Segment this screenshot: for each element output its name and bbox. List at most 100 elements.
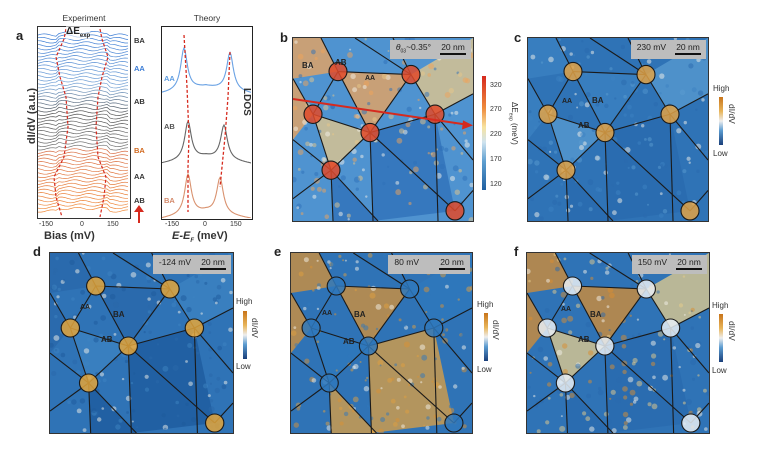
texture-speckle	[454, 110, 459, 115]
texture-speckle	[314, 56, 318, 61]
texture-speckle	[667, 337, 672, 341]
texture-speckle	[383, 303, 390, 309]
texture-speckle	[423, 184, 428, 190]
domain-wall	[369, 74, 412, 133]
texture-speckle	[549, 279, 553, 284]
exp-xlabel: Bias (mV)	[44, 230, 95, 242]
cb-low: Low	[477, 365, 492, 374]
aa-node	[360, 122, 380, 143]
texture-speckle	[420, 373, 426, 379]
texture-speckle	[656, 290, 660, 294]
texture-speckle	[426, 294, 431, 299]
texture-speckle	[425, 404, 431, 410]
texture-speckle	[575, 303, 581, 308]
texture-speckle	[581, 40, 584, 43]
texture-speckle	[67, 400, 71, 405]
stack-label: AB	[134, 97, 145, 106]
spectrum-curve	[38, 196, 129, 203]
aa-node	[660, 318, 681, 338]
domain-wall	[353, 253, 410, 290]
texture-speckle	[143, 331, 146, 334]
texture-speckle	[692, 377, 696, 381]
domain-wall	[434, 114, 439, 221]
texture-speckle	[312, 289, 315, 292]
texture-speckle	[180, 295, 187, 302]
aa-node	[160, 279, 180, 299]
texture-speckle	[316, 259, 319, 262]
texture-speckle	[649, 142, 654, 147]
texture-speckle	[536, 429, 541, 433]
texture-speckle	[54, 314, 58, 319]
texture-speckle	[296, 406, 301, 411]
texture-speckle	[680, 219, 683, 221]
domain-region	[291, 253, 337, 293]
texture-speckle	[207, 322, 212, 326]
spectrum-curve	[38, 134, 129, 141]
texture-speckle	[623, 113, 627, 117]
texture-speckle	[366, 376, 369, 380]
spectrum-curve	[38, 203, 129, 210]
texture-speckle	[360, 323, 366, 328]
spectrum-curve	[38, 113, 129, 120]
domain-region	[128, 328, 215, 433]
panel-label-b: b	[280, 30, 288, 45]
domain-region	[572, 286, 647, 346]
aa-node	[538, 104, 558, 124]
texture-speckle	[316, 186, 322, 192]
texture-speckle	[456, 292, 462, 298]
domain-region	[95, 286, 170, 346]
texture-speckle	[435, 172, 442, 179]
domain-wall	[433, 327, 438, 433]
texture-speckle	[703, 388, 707, 393]
texture-speckle	[338, 211, 343, 217]
texture-speckle	[60, 352, 66, 358]
texture-speckle	[312, 194, 317, 199]
texture-speckle	[586, 393, 592, 399]
texture-speckle	[81, 253, 85, 255]
texture-speckle	[222, 342, 227, 347]
domain-wall	[589, 38, 647, 76]
texture-speckle	[527, 385, 531, 389]
texture-speckle	[696, 407, 702, 412]
texture-speckle	[611, 136, 618, 143]
texture-speckle	[387, 165, 390, 168]
texture-speckle	[101, 407, 105, 410]
texture-speckle	[361, 168, 365, 172]
texture-speckle	[627, 166, 630, 169]
texture-speckle	[443, 328, 447, 332]
aa-node	[555, 373, 576, 393]
texture-speckle	[362, 84, 367, 90]
texture-speckle	[327, 260, 331, 264]
scale-line	[439, 268, 465, 270]
texture-speckle	[208, 331, 212, 334]
spectrum-curve	[38, 120, 129, 127]
texture-speckle	[217, 345, 223, 351]
aa-node	[86, 276, 106, 296]
domain-wall	[572, 285, 647, 290]
domain-wall	[369, 113, 436, 134]
domain-wall	[565, 382, 614, 433]
texture-speckle	[608, 329, 611, 332]
spectrum-curve	[38, 44, 129, 51]
texture-speckle	[223, 380, 228, 385]
cb-high: High	[712, 301, 729, 310]
cb-title-unit: (meV)	[510, 120, 519, 145]
spectrum-curve	[38, 148, 129, 154]
texture-speckle	[347, 354, 352, 359]
aa-node	[563, 61, 583, 82]
texture-speckle	[569, 204, 574, 208]
texture-speckle	[296, 206, 300, 210]
texture-speckle	[303, 306, 307, 311]
texture-speckle	[559, 425, 566, 432]
ldos-label: LDOS	[241, 88, 252, 116]
aa-node	[660, 104, 680, 124]
texture-speckle	[352, 157, 357, 162]
spectrum-curve	[38, 82, 129, 89]
texture-speckle	[367, 101, 371, 106]
texture-speckle	[209, 356, 212, 360]
texture-speckle	[584, 102, 590, 108]
domain-wall	[112, 253, 171, 290]
texture-speckle	[657, 74, 660, 77]
texture-speckle	[457, 298, 460, 301]
texture-speckle	[462, 424, 467, 429]
